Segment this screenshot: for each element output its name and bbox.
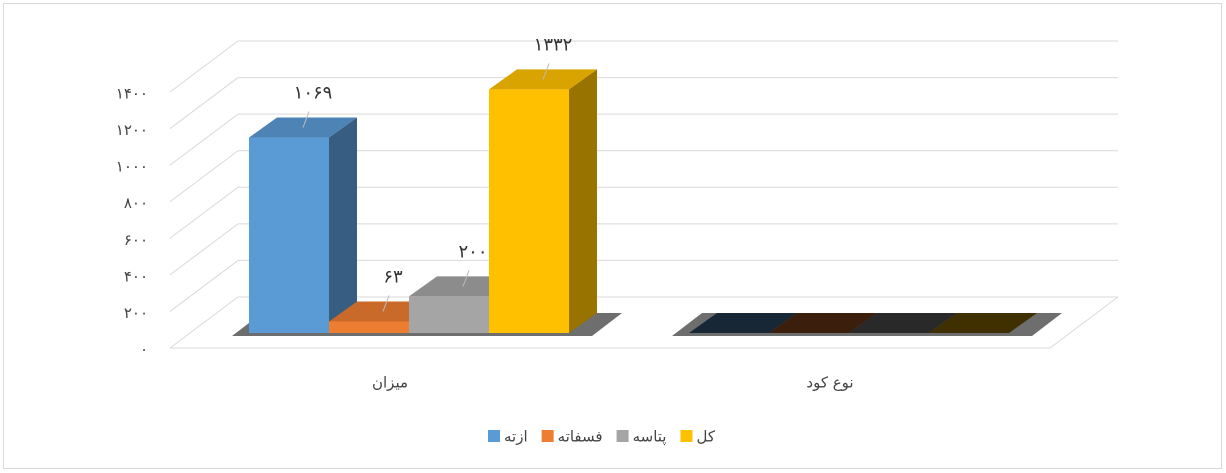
legend-label: پتاسه bbox=[633, 428, 667, 447]
chart-border bbox=[3, 3, 1222, 469]
legend-label: ازته bbox=[504, 428, 528, 446]
y-tick-label: ۶۰۰ bbox=[124, 231, 148, 249]
data-label: ۱۰۶۹ bbox=[294, 83, 333, 104]
data-label: ۱۳۳۲ bbox=[534, 34, 573, 55]
bar-front bbox=[409, 296, 489, 333]
bar-front bbox=[489, 89, 569, 333]
leader-line bbox=[382, 295, 390, 312]
bar-front bbox=[249, 137, 329, 333]
grid-line bbox=[169, 186, 239, 239]
grid-line bbox=[169, 77, 239, 129]
grid-line bbox=[169, 40, 239, 93]
y-tick-label: ۸۰۰ bbox=[124, 194, 148, 212]
y-tick-label: ۲۰۰ bbox=[124, 304, 148, 322]
y-tick-label: ۴۰۰ bbox=[124, 267, 148, 285]
legend-swatch bbox=[616, 430, 629, 442]
data-label: ۶۳ bbox=[383, 266, 403, 287]
bar bbox=[929, 313, 1037, 333]
grid-line bbox=[169, 296, 239, 349]
grid-line bbox=[169, 150, 239, 203]
bar-top bbox=[929, 313, 1037, 333]
bar-side bbox=[329, 117, 357, 333]
y-tick-label: ۱۰۰۰ bbox=[116, 158, 148, 176]
grid-line bbox=[169, 223, 239, 276]
bar-top bbox=[689, 313, 797, 333]
grid-line bbox=[169, 260, 239, 312]
leader-line bbox=[462, 270, 470, 287]
bar bbox=[249, 117, 357, 333]
bar bbox=[489, 69, 597, 333]
x-tick-label: نوع کود bbox=[806, 374, 853, 392]
bar-top bbox=[769, 313, 877, 333]
bar bbox=[689, 313, 797, 333]
leader-line bbox=[542, 63, 550, 80]
bar-front bbox=[329, 321, 409, 333]
bar bbox=[769, 313, 877, 333]
floor-edge bbox=[1049, 296, 1119, 349]
legend-label: کل bbox=[696, 428, 715, 446]
bar bbox=[849, 313, 957, 333]
y-tick-label: ۱۴۰۰ bbox=[116, 85, 148, 103]
leader-line bbox=[302, 111, 310, 128]
y-tick-label: ۰ bbox=[140, 341, 148, 359]
legend-swatch bbox=[541, 430, 554, 442]
bar-side bbox=[569, 69, 597, 333]
legend-swatch bbox=[680, 430, 693, 442]
bar-top bbox=[849, 313, 957, 333]
legend-swatch bbox=[488, 430, 500, 442]
data-label: ۲۰۰ bbox=[458, 241, 487, 262]
y-tick-label: ۱۲۰۰ bbox=[116, 121, 148, 139]
grid-line bbox=[169, 113, 239, 166]
x-tick-label: میزان bbox=[372, 374, 408, 392]
legend-label: فسفاته bbox=[558, 428, 603, 446]
